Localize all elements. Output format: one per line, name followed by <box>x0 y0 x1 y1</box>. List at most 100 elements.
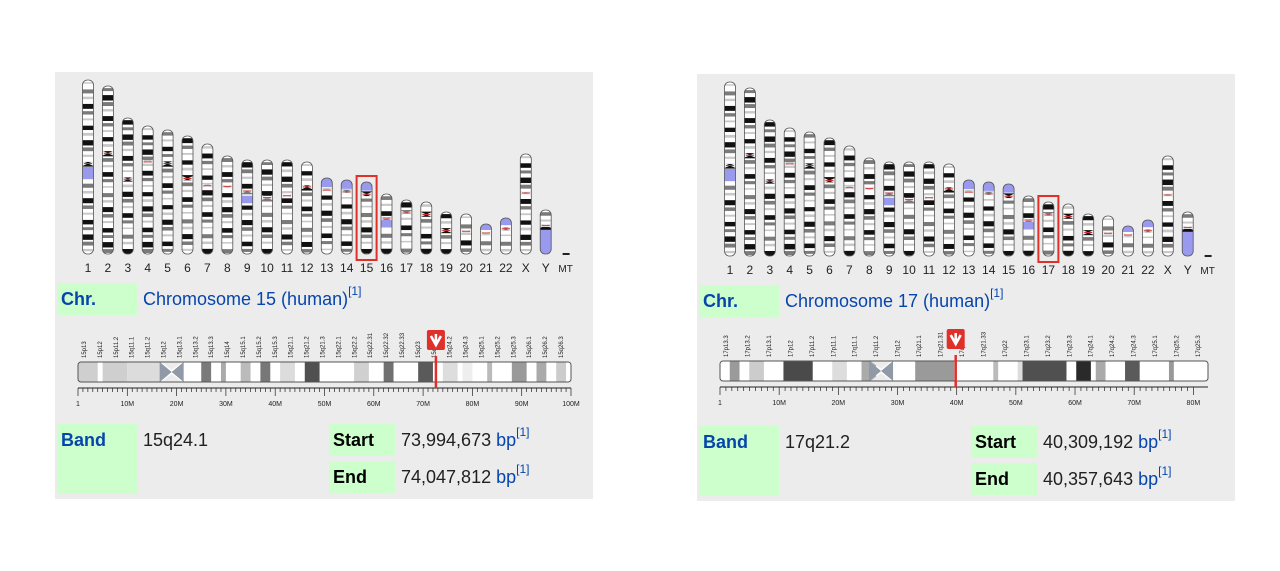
chromosome-8[interactable] <box>863 157 876 257</box>
chromosome-bar[interactable] <box>720 361 1208 381</box>
chromosome-label-Y[interactable]: Y <box>1184 263 1192 277</box>
chromosome-11[interactable] <box>923 161 936 257</box>
chromosome-label-MT[interactable]: MT <box>558 264 572 275</box>
chromosome-5[interactable] <box>803 131 816 257</box>
chromosome-label-9[interactable]: 9 <box>244 261 251 275</box>
chromosome-19[interactable] <box>440 211 453 255</box>
chromosome-2[interactable] <box>743 87 756 257</box>
chromosome-label-2[interactable]: 2 <box>747 263 754 277</box>
chromosome-X[interactable] <box>1161 155 1174 257</box>
chromosome-9[interactable] <box>883 161 896 257</box>
chromosome-label-19[interactable]: 19 <box>440 261 454 275</box>
chromosome-label-5[interactable]: 5 <box>806 263 813 277</box>
chromosome-6[interactable] <box>823 137 836 257</box>
chromosome-label-20[interactable]: 20 <box>1101 263 1115 277</box>
marker-arrow-icon[interactable] <box>426 330 445 350</box>
chromosome-4[interactable] <box>141 125 154 255</box>
chromosome-ideogram[interactable]: 17p13.3 17p13.2 17p13.1 17p12 17p11.2 17p11.1… <box>697 324 1235 424</box>
chromosome-label-6[interactable]: 6 <box>184 261 191 275</box>
chromosome-11[interactable] <box>281 159 294 255</box>
chromosome-2[interactable] <box>101 85 114 255</box>
chromosome-label-20[interactable]: 20 <box>459 261 473 275</box>
chromosome-label-18[interactable]: 18 <box>1062 263 1076 277</box>
chromosome-22[interactable] <box>499 217 512 255</box>
chromosome-Y[interactable] <box>1181 211 1194 257</box>
reference-link[interactable]: [1] <box>990 286 1004 300</box>
chromosome-label-2[interactable]: 2 <box>105 261 112 275</box>
chromosome-label-17[interactable]: 17 <box>1042 263 1056 277</box>
chromosome-label-15[interactable]: 15 <box>360 261 374 275</box>
chromosome-label-4[interactable]: 4 <box>144 261 151 275</box>
chromosome-label-18[interactable]: 18 <box>420 261 434 275</box>
chromosome-19[interactable] <box>1082 213 1095 257</box>
chromosome-4[interactable] <box>783 127 796 257</box>
chromosome-label-14[interactable]: 14 <box>340 261 354 275</box>
bp-link[interactable]: bp <box>496 467 517 487</box>
chromosome-3[interactable] <box>121 117 134 255</box>
chromosome-label-13[interactable]: 13 <box>320 261 334 275</box>
reference-link[interactable]: [1] <box>1158 464 1172 478</box>
bp-link[interactable]: bp <box>1138 469 1159 489</box>
chromosome-label-Y[interactable]: Y <box>542 261 550 275</box>
chromosome-6[interactable] <box>181 135 194 255</box>
chromosome-label-22[interactable]: 22 <box>499 261 513 275</box>
chromosome-15[interactable] <box>1002 183 1015 257</box>
chromosome-20[interactable] <box>460 213 473 255</box>
chromosome-21[interactable] <box>1122 225 1135 257</box>
chromosome-label-15[interactable]: 15 <box>1002 263 1016 277</box>
reference-link[interactable]: [1] <box>348 284 362 298</box>
chromosome-13[interactable] <box>320 177 333 255</box>
chromosome-label-8[interactable]: 8 <box>866 263 873 277</box>
chromosome-10[interactable] <box>903 161 916 257</box>
chromosome-X[interactable] <box>519 153 532 255</box>
karyotype-overview[interactable]: 1 2 3 4 5 6 7 8 9 10 11 12 13 14 15 16 17 18 19 20 21 22 X Y MT <box>697 74 1235 282</box>
chromosome-22[interactable] <box>1141 219 1154 257</box>
chromosome-Y[interactable] <box>539 209 552 255</box>
chromosome-18[interactable] <box>1062 203 1075 257</box>
chromosome-label-13[interactable]: 13 <box>962 263 976 277</box>
chromosome-20[interactable] <box>1102 215 1115 257</box>
chromosome-12[interactable] <box>942 163 955 257</box>
chromosome-1[interactable] <box>724 81 737 257</box>
chromosome-link[interactable]: Chromosome 17 (human)[1] <box>785 286 1004 311</box>
chromosome-label-17[interactable]: 17 <box>400 261 414 275</box>
chromosome-label-7[interactable]: 7 <box>846 263 853 277</box>
chromosome-18[interactable] <box>420 201 433 255</box>
chromosome-label-8[interactable]: 8 <box>224 261 231 275</box>
chromosome-9[interactable] <box>241 159 254 255</box>
chromosome-15[interactable] <box>355 175 378 261</box>
chromosome-label-11[interactable]: 11 <box>281 261 294 275</box>
chromosome-label-16[interactable]: 16 <box>380 261 394 275</box>
chromosome-16[interactable] <box>1022 195 1035 257</box>
chromosome-17[interactable] <box>400 199 413 255</box>
chromosome-1[interactable] <box>82 79 95 255</box>
chromosome-label-4[interactable]: 4 <box>786 263 793 277</box>
chromosome-label-7[interactable]: 7 <box>204 261 211 275</box>
chromosome-label-1[interactable]: 1 <box>727 263 734 277</box>
chromosome-3[interactable] <box>763 119 776 257</box>
chromosome-label-3[interactable]: 3 <box>124 261 131 275</box>
chromosome-label-3[interactable]: 3 <box>766 263 773 277</box>
chromosome-label-MT[interactable]: MT <box>1200 266 1214 277</box>
reference-link[interactable]: [1] <box>516 425 530 439</box>
chromosome-label-10[interactable]: 10 <box>260 261 274 275</box>
chromosome-7[interactable] <box>843 145 856 257</box>
chromosome-17[interactable] <box>1037 195 1060 263</box>
chromosome-21[interactable] <box>480 223 493 255</box>
chromosome-label-12[interactable]: 12 <box>300 261 314 275</box>
chromosome-label-21[interactable]: 21 <box>1121 263 1135 277</box>
chromosome-ideogram[interactable]: 15p13 15p12 15p11.2 15q11.1 15q11.2 15q12 15q1… <box>55 322 593 422</box>
karyotype-overview[interactable]: 1 2 3 4 5 6 7 8 9 10 11 12 13 14 15 16 17 18 19 20 21 22 X Y MT <box>55 72 593 280</box>
chromosome-label-11[interactable]: 11 <box>923 263 936 277</box>
chromosome-label-10[interactable]: 10 <box>902 263 916 277</box>
chromosome-label-6[interactable]: 6 <box>826 263 833 277</box>
marker-arrow-icon[interactable] <box>946 329 965 349</box>
chromosome-14[interactable] <box>982 181 995 257</box>
chromosome-7[interactable] <box>201 143 214 255</box>
chromosome-bar[interactable] <box>78 362 571 382</box>
chromosome-label-21[interactable]: 21 <box>479 261 493 275</box>
bp-link[interactable]: bp <box>496 430 517 450</box>
chromosome-16[interactable] <box>380 193 393 255</box>
chromosome-8[interactable] <box>221 155 234 255</box>
chromosome-label-X[interactable]: X <box>522 261 530 275</box>
